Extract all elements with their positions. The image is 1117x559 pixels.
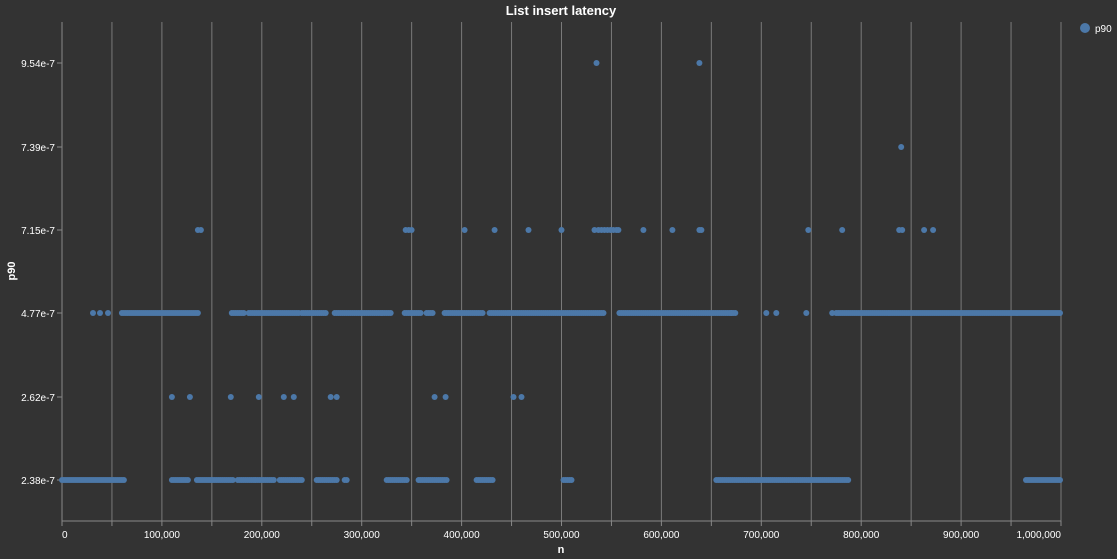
data-point <box>417 310 424 316</box>
x-tick-label: 900,000 <box>943 530 980 541</box>
data-point <box>593 60 600 66</box>
data-point <box>845 477 852 483</box>
data-point <box>97 310 103 316</box>
x-tick-label: 200,000 <box>244 530 281 541</box>
data-point <box>298 477 305 483</box>
data-point <box>600 310 607 316</box>
data-point <box>105 310 111 316</box>
data-point <box>186 394 193 400</box>
data-point <box>510 394 517 400</box>
data-point <box>120 477 127 483</box>
data-point <box>525 227 532 233</box>
y-tick-label: 4.77e-7 <box>21 309 55 320</box>
grid-lines <box>61 22 1062 521</box>
data-point <box>327 394 334 400</box>
data-point <box>194 310 201 316</box>
y-axis-title: p90 <box>6 262 18 281</box>
data-point <box>333 477 340 483</box>
data-point <box>403 477 410 483</box>
data-point <box>240 310 247 316</box>
data-points <box>59 60 1063 483</box>
data-point <box>803 310 810 316</box>
x-tick-label: 500,000 <box>543 530 580 541</box>
data-point <box>479 310 486 316</box>
data-point <box>168 394 175 400</box>
x-axis-ticks: 0 100,000 200,000 300,000 400,000 500,000 600,… <box>61 521 1062 541</box>
y-tick-label: 7.39e-7 <box>21 143 55 154</box>
y-tick-label: 2.38e-7 <box>21 476 55 487</box>
data-point <box>90 310 96 316</box>
x-tick-label: 0 <box>62 530 68 541</box>
data-point <box>829 310 836 316</box>
data-point <box>640 227 647 233</box>
data-point <box>921 227 928 233</box>
data-point <box>930 227 937 233</box>
x-tick-label: 700,000 <box>743 530 780 541</box>
x-tick-label: 1,000,000 <box>1017 530 1062 541</box>
y-axis-ticks: 2.38e-7 2.62e-7 4.77e-7 7.15e-7 7.39e-7 9.54e… <box>21 59 62 487</box>
data-point <box>322 310 329 316</box>
x-tick-label: 100,000 <box>144 530 181 541</box>
data-point <box>491 227 498 233</box>
data-point <box>280 394 287 400</box>
data-point <box>518 394 525 400</box>
data-point <box>227 394 234 400</box>
data-point <box>270 477 277 483</box>
data-point <box>1057 310 1063 316</box>
data-point <box>615 227 622 233</box>
y-tick-label: 9.54e-7 <box>21 59 55 70</box>
data-point <box>290 394 297 400</box>
data-point <box>728 310 735 316</box>
x-tick-label: 400,000 <box>444 530 481 541</box>
data-point <box>429 310 436 316</box>
x-tick-label: 600,000 <box>643 530 680 541</box>
x-tick-label: 800,000 <box>843 530 880 541</box>
data-point <box>763 310 770 316</box>
data-point <box>669 227 676 233</box>
data-point <box>333 394 340 400</box>
data-point <box>197 227 204 233</box>
data-point <box>229 477 236 483</box>
data-point <box>489 477 496 483</box>
data-point <box>343 477 350 483</box>
data-point <box>461 227 468 233</box>
data-point <box>805 227 812 233</box>
data-point <box>1057 477 1063 483</box>
data-point <box>698 227 705 233</box>
x-axis-title: n <box>558 544 565 556</box>
legend-symbol <box>1080 23 1090 33</box>
data-point <box>387 310 394 316</box>
x-tick-label: 300,000 <box>344 530 381 541</box>
data-point <box>568 477 575 483</box>
data-point <box>696 60 703 66</box>
legend: p90 <box>1080 23 1112 35</box>
y-tick-label: 2.62e-7 <box>21 393 55 404</box>
data-point <box>839 227 846 233</box>
chart-title: List insert latency <box>506 3 617 18</box>
data-point <box>898 144 905 150</box>
data-point <box>255 394 262 400</box>
data-point <box>899 227 906 233</box>
data-point <box>773 310 780 316</box>
data-point <box>431 394 438 400</box>
data-point <box>558 227 565 233</box>
data-point <box>184 477 191 483</box>
data-point <box>443 477 450 483</box>
data-point <box>408 227 415 233</box>
legend-label-p90: p90 <box>1095 24 1112 35</box>
data-point <box>442 394 449 400</box>
y-tick-label: 7.15e-7 <box>21 226 55 237</box>
